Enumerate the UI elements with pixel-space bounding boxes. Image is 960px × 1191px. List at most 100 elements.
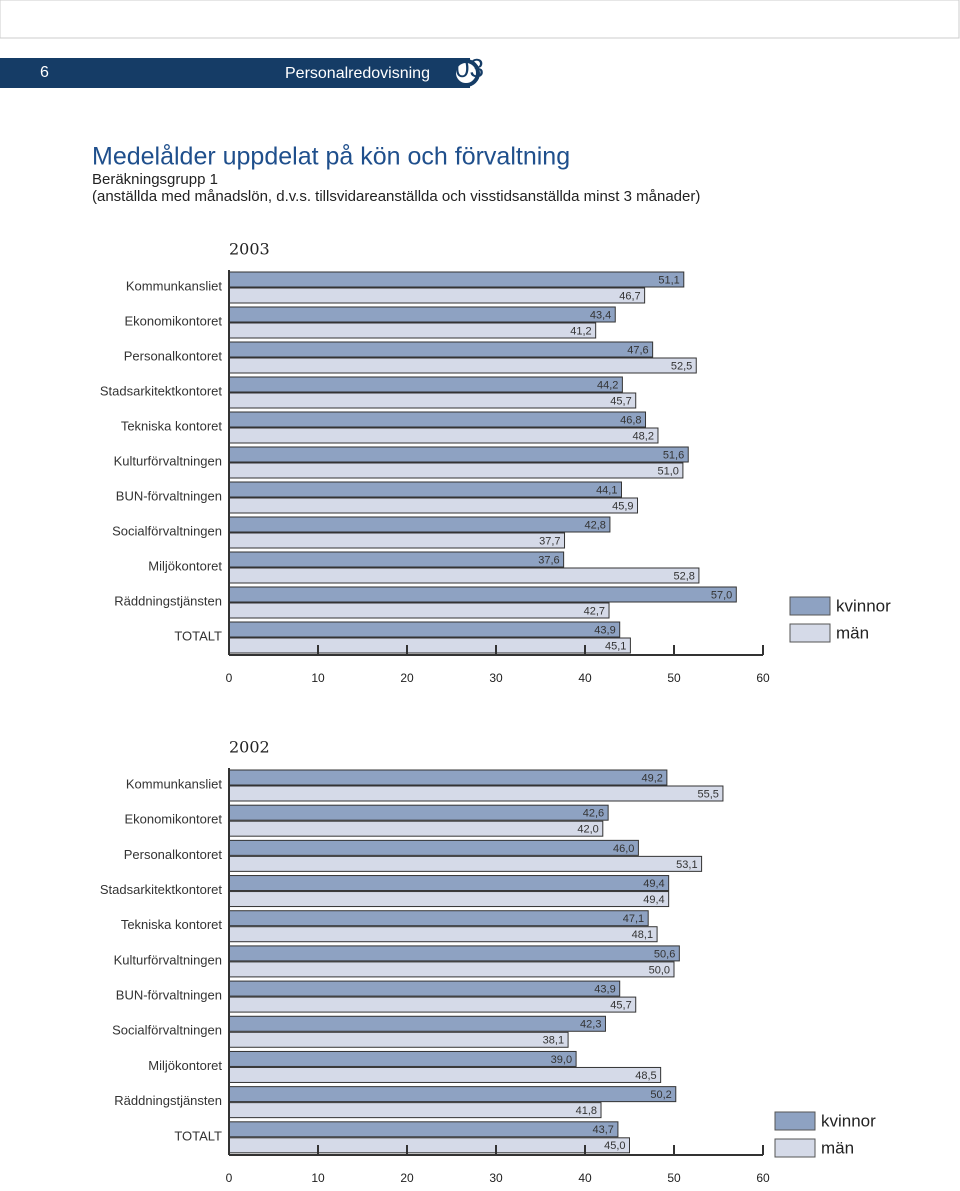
bar [228,855,703,872]
value-label: 44,2 [597,379,618,391]
value-label: 50,0 [649,964,670,976]
legend-label: kvinnor [821,1111,876,1130]
legend-label: män [821,1138,854,1157]
bar [228,427,659,444]
value-label: 43,4 [590,309,611,321]
bar [228,891,670,908]
value-label: 45,7 [610,395,631,407]
category-label: Personalkontoret [124,348,223,363]
value-label: 47,1 [623,913,644,925]
legend-swatch [774,1138,816,1158]
value-label: 47,6 [627,344,648,356]
category-label: Ekonomikontoret [124,812,222,827]
x-tick-label: 50 [667,1171,681,1185]
chart-year: 2002 [229,738,270,757]
bar [228,341,654,358]
x-tick-label: 0 [226,1171,233,1185]
value-label: 42,3 [580,1019,601,1031]
bar [228,996,637,1013]
value-label: 48,1 [632,929,653,941]
bar [228,462,684,479]
bar [228,446,689,463]
bar [228,945,680,962]
value-label: 45,7 [610,999,631,1011]
legend-label: kvinnor [836,596,891,615]
bar [228,1086,677,1103]
bar [228,637,631,654]
x-tick-label: 60 [756,671,770,685]
bar [228,271,685,288]
bar [228,357,697,374]
x-tick-label: 20 [400,671,414,685]
bar [228,306,616,323]
note: (anställda med månadslön, d.v.s. tillsvi… [92,188,700,205]
x-tick-label: 30 [489,671,503,685]
value-label: 42,7 [584,605,605,617]
bar [228,392,637,409]
logo-circle [452,59,480,87]
bar [228,322,597,339]
bar [228,621,621,638]
value-label: 42,6 [583,808,604,820]
value-label: 53,1 [676,859,697,871]
value-label: 45,1 [605,640,626,652]
value-label: 46,8 [620,414,641,426]
category-label: Tekniska kontoret [121,917,223,932]
x-tick-label: 10 [311,1171,325,1185]
page-title: Medelålder uppdelat på kön och förvaltni… [92,143,570,171]
value-label: 42,8 [584,519,605,531]
chapter-number: 03 [455,53,484,83]
value-label: 38,1 [543,1035,564,1047]
category-label: TOTALT [174,1128,222,1143]
x-tick-label: 40 [578,1171,592,1185]
category-label: Ekonomikontoret [124,313,222,328]
x-tick-label: 10 [311,671,325,685]
category-label: Personalkontoret [124,847,223,862]
bar [228,532,566,549]
bar [228,1137,630,1154]
category-label: Kommunkansliet [126,776,222,791]
category-label: Miljökontoret [148,558,222,573]
bar [228,785,724,802]
category-label: Kulturförvaltningen [114,453,222,468]
bar [228,839,639,856]
value-label: 41,2 [570,325,591,337]
value-label: 42,0 [577,824,598,836]
bar [228,820,604,837]
bar [228,586,737,603]
category-label: Stadsarkitektkontoret [100,383,223,398]
value-label: 41,8 [576,1105,597,1117]
value-label: 52,5 [671,360,692,372]
bar [228,411,647,428]
value-label: 50,2 [650,1089,671,1101]
chart-year: 2003 [229,240,270,259]
category-label: BUN-förvaltningen [116,488,222,503]
value-label: 45,9 [612,500,633,512]
bar [228,1031,569,1048]
x-tick-label: 0 [226,671,233,685]
category-label: Tekniska kontoret [121,418,223,433]
bar [228,1066,662,1083]
value-label: 46,7 [619,290,640,302]
bar [228,481,622,498]
bar [228,910,649,927]
value-label: 44,1 [596,484,617,496]
header-band [0,58,470,88]
legend-swatch [789,623,831,643]
x-tick-label: 60 [756,1171,770,1185]
category-label: Kulturförvaltningen [114,952,222,967]
category-label: BUN-förvaltningen [116,988,222,1003]
category-label: Kommunkansliet [126,278,222,293]
legend-label: män [836,623,869,642]
x-tick-label: 40 [578,671,592,685]
bar [228,875,670,892]
value-label: 48,2 [633,430,654,442]
value-label: 39,0 [551,1054,572,1066]
bar [228,804,609,821]
bar [228,961,675,978]
page-number: 6 [40,64,49,81]
value-label: 45,0 [604,1140,625,1152]
bar [228,980,621,997]
value-label: 51,1 [658,274,679,286]
